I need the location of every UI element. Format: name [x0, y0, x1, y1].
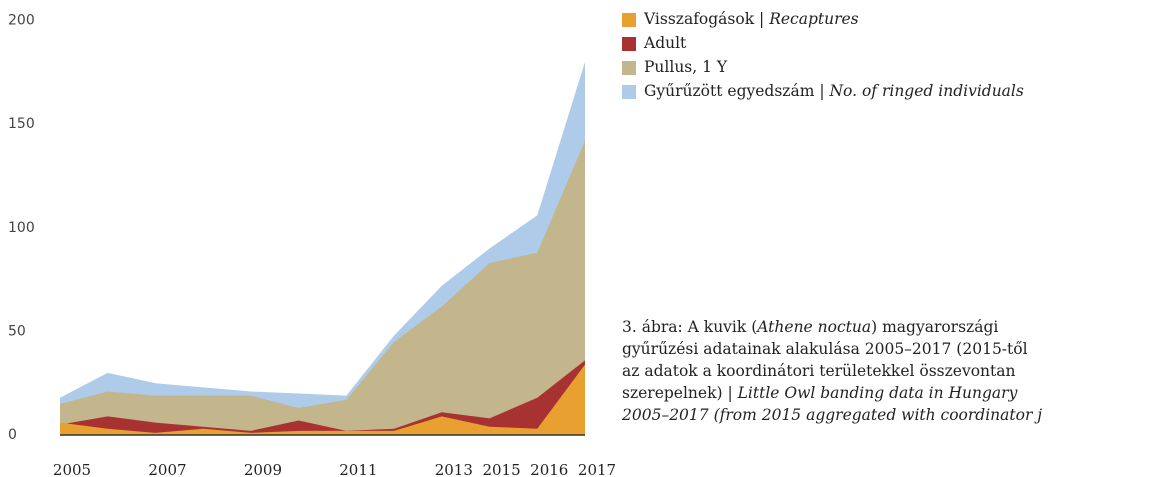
- y-tick-label: 150: [8, 116, 35, 132]
- legend-text: No. of ringed individuals: [828, 82, 1023, 100]
- x-tick-label: 2013: [435, 461, 473, 477]
- x-tick-label: 2009: [244, 461, 282, 477]
- x-tick-label: 2017: [578, 461, 616, 477]
- legend-label: Pullus, 1 Y: [644, 58, 728, 76]
- legend-label: Visszafogások | Recaptures: [643, 10, 859, 28]
- x-tick-label: 2007: [148, 461, 186, 477]
- caption-text: az adatok a koordinátori területekkel ös…: [622, 362, 1016, 380]
- caption-text: szerepelnek) |: [622, 384, 738, 402]
- caption-text: gyűrűzési adatainak alakulása 2005–2017 …: [622, 340, 1028, 358]
- area: [60, 140, 585, 435]
- caption-line: 2005–2017 (from 2015 aggregated with coo…: [622, 404, 1162, 426]
- caption-text: Little Owl banding data in Hungary: [737, 384, 1018, 402]
- legend-text: Gyűrűzött egyedszám |: [644, 82, 829, 100]
- legend-label: Gyűrűzött egyedszám | No. of ringed indi…: [644, 82, 1024, 100]
- y-tick-label: 0: [8, 427, 17, 443]
- legend-text: Visszafogások |: [643, 10, 769, 28]
- x-tick-label: 2015: [482, 461, 520, 477]
- legend-swatch: [622, 85, 636, 99]
- y-tick-label: 200: [8, 13, 35, 29]
- legend-label: Adult: [643, 34, 687, 52]
- caption-text: 3. ábra: A kuvik (: [622, 318, 758, 336]
- legend-swatch: [622, 37, 636, 51]
- caption-text: ) magyarországi: [871, 318, 999, 336]
- caption-line: az adatok a koordinátori területekkel ös…: [622, 360, 1162, 382]
- x-tick-label: 2005: [53, 461, 91, 477]
- caption: 3. ábra: A kuvik (Athene noctua) magyaro…: [622, 316, 1162, 426]
- x-tick-label: 2016: [530, 461, 568, 477]
- caption-text: Athene noctua: [757, 318, 872, 336]
- legend-swatch: [622, 61, 636, 75]
- caption-line: szerepelnek) | Little Owl banding data i…: [622, 382, 1162, 404]
- area: [60, 360, 585, 435]
- caption-text: 2005–2017 (from 2015 aggregated with coo…: [622, 406, 1043, 424]
- x-tick-label: 2011: [339, 461, 377, 477]
- legend-swatch: [622, 13, 636, 27]
- caption-line: gyűrűzési adatainak alakulása 2005–2017 …: [622, 338, 1162, 360]
- caption-line: 3. ábra: A kuvik (Athene noctua) magyaro…: [622, 316, 1162, 338]
- y-tick-label: 100: [8, 220, 35, 236]
- y-tick-label: 50: [8, 323, 26, 339]
- legend-text: Recaptures: [768, 10, 858, 28]
